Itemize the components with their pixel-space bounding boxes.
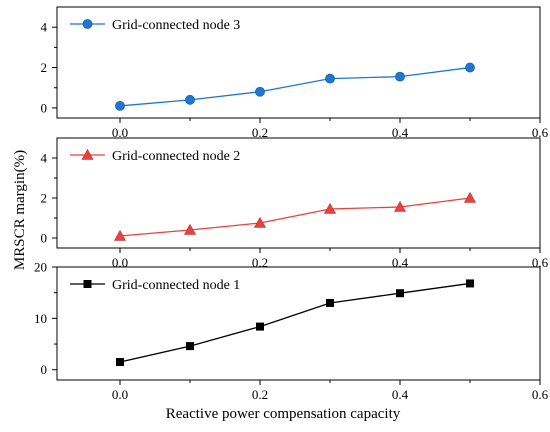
x-tick-label: 0.6 xyxy=(532,255,549,270)
data-point xyxy=(115,100,125,111)
data-point xyxy=(255,86,265,97)
y-tick-label: 4 xyxy=(41,20,48,35)
y-tick-label: 20 xyxy=(34,260,47,275)
y-axis-title: MRSCR margin(%) xyxy=(12,150,28,270)
legend-marker xyxy=(82,19,93,29)
data-point xyxy=(465,62,475,73)
y-tick-label: 0 xyxy=(41,100,48,115)
plot-frame xyxy=(56,266,541,381)
data-point xyxy=(463,191,477,203)
data-point xyxy=(466,279,474,288)
panel-middle: 0.0 0.2 0.4 0.6 0 2 4 Grid-connected node 2 xyxy=(41,137,549,270)
y-tick-label: 4 xyxy=(41,151,48,166)
x-tick-label: 0.2 xyxy=(252,125,268,140)
x-axis-title: Reactive power compensation capacity xyxy=(166,406,401,422)
series-line xyxy=(119,66,471,107)
data-point xyxy=(326,298,334,307)
x-tick-label: 0.2 xyxy=(252,387,268,402)
data-point xyxy=(186,342,194,351)
data-point xyxy=(393,200,407,212)
data-point xyxy=(183,223,197,235)
data-point xyxy=(116,358,124,367)
x-tick-label: 0.4 xyxy=(392,125,409,140)
x-tick-label: 0.4 xyxy=(392,255,409,270)
y-tick-label: 10 xyxy=(34,311,47,326)
legend: Grid-connected node 1 xyxy=(70,278,240,293)
series-line xyxy=(119,282,471,363)
legend: Grid-connected node 2 xyxy=(70,148,240,164)
y-tick-label: 2 xyxy=(41,60,48,75)
data-point xyxy=(185,94,195,105)
data-point xyxy=(113,229,127,241)
x-tick-label: 0.6 xyxy=(532,387,549,402)
legend-marker xyxy=(83,280,92,288)
legend: Grid-connected node 3 xyxy=(70,18,240,33)
y-tick-label: 0 xyxy=(41,231,48,246)
x-tick-label: 0.2 xyxy=(252,255,268,270)
y-tick-label: 2 xyxy=(41,191,48,206)
legend-label: Grid-connected node 1 xyxy=(112,278,240,293)
data-point xyxy=(253,216,267,228)
data-point xyxy=(395,71,405,82)
panel-top: 0.0 0.2 0.4 0.6 0 2 4 Grid-connected node 3 xyxy=(41,6,549,140)
data-point xyxy=(396,289,404,298)
x-tick-label: 0.6 xyxy=(532,125,549,140)
x-tick-label: 0.0 xyxy=(112,387,128,402)
data-point xyxy=(256,322,264,331)
legend-label: Grid-connected node 2 xyxy=(112,149,240,164)
x-tick-label: 0.0 xyxy=(112,125,128,140)
data-point xyxy=(323,202,337,214)
data-point xyxy=(325,73,335,84)
legend-label: Grid-connected node 3 xyxy=(112,18,240,33)
series-line xyxy=(119,197,471,237)
y-tick-label: 0 xyxy=(41,362,48,377)
panel-bottom: 0.0 0.2 0.4 0.6 0 10 20 Grid-connected node 1 xyxy=(34,260,549,403)
x-tick-label: 0.0 xyxy=(112,255,128,270)
plot-frame xyxy=(56,6,541,119)
legend-marker xyxy=(81,148,94,160)
x-tick-label: 0.4 xyxy=(392,387,409,402)
plot-frame xyxy=(56,137,541,249)
